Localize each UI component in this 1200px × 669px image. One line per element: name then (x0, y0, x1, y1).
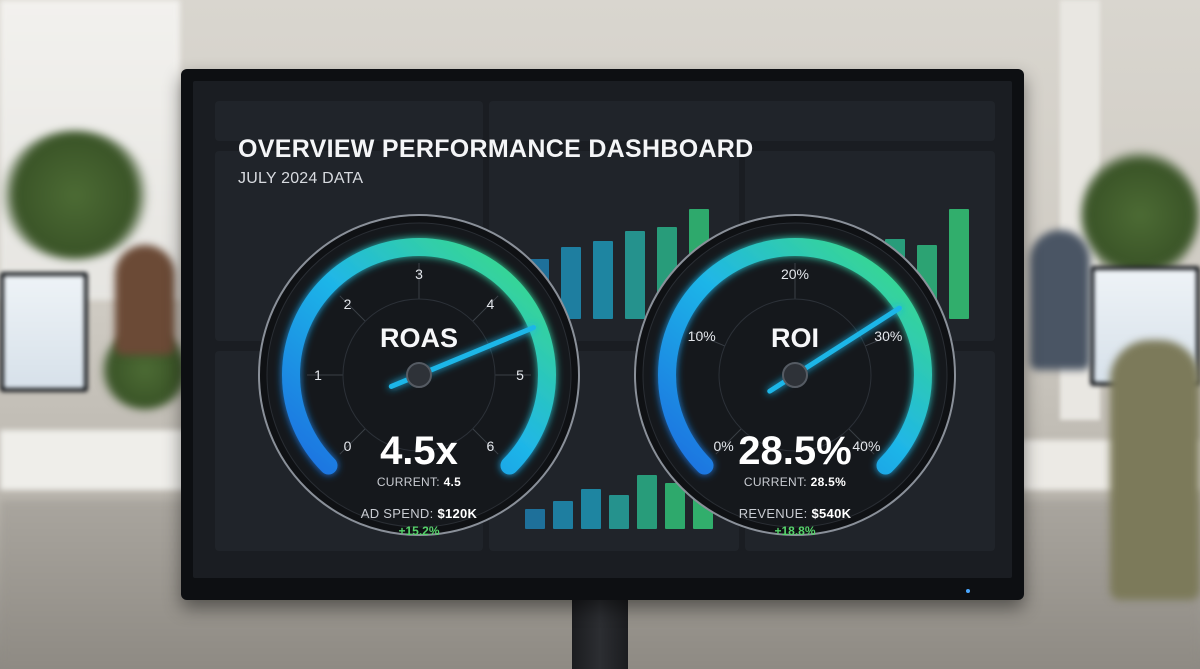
background-plant-right (1080, 150, 1200, 280)
faint-bar (637, 475, 657, 529)
roas-tick-line (472, 428, 499, 455)
roi-tick-line (691, 331, 725, 347)
roas-gauge-value: 4.5x (380, 429, 458, 473)
dashboard-title: OVERVIEW PERFORMANCE DASHBOARD (238, 135, 754, 163)
roi-revenue-label: REVENUE: (738, 506, 808, 521)
roi-tick-label: 0% (713, 438, 734, 455)
power-indicator (966, 589, 970, 593)
roi-tick-label: 40% (852, 438, 881, 455)
panel-overview-header-right (489, 101, 995, 141)
roas-gauge-dial (258, 214, 580, 536)
roas-current-value: 4.5 (443, 475, 462, 489)
roas-change: +15.2% (398, 524, 440, 538)
roi-gauge: ROI 28.5% CURRENT: 28.5% REVENUE: $540K … (633, 213, 957, 538)
background-person-foreground (1110, 340, 1200, 600)
roas-tick-label: 2 (343, 295, 352, 312)
roi-gauge-label: ROI (770, 323, 819, 353)
roi-tick-label: 30% (874, 328, 903, 345)
monitor: OVERVIEW PERFORMANCE DASHBOARD JULY 2024… (181, 69, 1024, 600)
roas-gauge: ROAS 4.5x CURRENT: 4.5 AD SPEND: $120K +… (257, 213, 581, 538)
roas-current-label: CURRENT: (376, 475, 440, 489)
roas-tick-line (339, 428, 366, 455)
roas-ad-spend-label: AD SPEND: (360, 506, 434, 521)
roi-revenue: REVENUE: $540K (633, 506, 957, 521)
roas-tick-line (339, 295, 366, 322)
roas-gauge-arc (282, 238, 556, 475)
faint-bar (561, 247, 581, 319)
background-person-left (115, 245, 175, 355)
roas-ad-spend-value: $120K (437, 506, 478, 521)
roi-current-label: CURRENT: (743, 475, 807, 489)
roi-change: +18.8% (774, 524, 816, 538)
faint-bar (593, 241, 613, 319)
roas-current: CURRENT: 4.5 (257, 475, 581, 489)
roas-gauge-label: ROAS (379, 323, 458, 353)
roas-needle-hub (406, 362, 432, 388)
roi-gauge-dial (634, 214, 956, 536)
roi-tick-line (715, 428, 742, 455)
background-monitor-left (0, 272, 88, 392)
faint-bar (525, 509, 545, 529)
roas-tick-label: 6 (486, 438, 495, 455)
faint-bar (949, 209, 969, 319)
roi-current-value: 28.5% (810, 475, 847, 489)
faint-bar (665, 483, 685, 529)
roas-tick-label: 5 (516, 367, 524, 383)
roi-tick-line (848, 428, 875, 455)
monitor-stand (572, 600, 628, 669)
roas-inner-ring (342, 298, 496, 452)
roas-tick-label: 1 (314, 367, 322, 383)
roi-gauge-arc (658, 238, 932, 475)
faint-bar (625, 231, 645, 319)
roi-needle-hub (782, 362, 808, 388)
faint-bar (553, 501, 573, 529)
roas-ad-spend: AD SPEND: $120K (257, 506, 581, 521)
faint-bar (609, 495, 629, 529)
roi-gauge-value: 28.5% (738, 429, 852, 473)
faint-bar (581, 489, 601, 529)
background-person-right (1030, 230, 1090, 370)
roi-current: CURRENT: 28.5% (633, 475, 957, 489)
panel-overview-header (215, 101, 483, 141)
roas-tick-label: 3 (415, 266, 423, 282)
roas-tick-label: 4 (486, 295, 495, 312)
dashboard-subtitle: JULY 2024 DATA (238, 170, 364, 187)
roi-tick-label: 20% (780, 266, 810, 282)
roi-revenue-value: $540K (811, 506, 852, 521)
background-desk-left (0, 430, 200, 490)
dashboard-screen: OVERVIEW PERFORMANCE DASHBOARD JULY 2024… (193, 81, 1012, 578)
roi-inner-ring (718, 298, 872, 452)
roas-tick-label: 0 (343, 438, 352, 455)
roi-tick-line (865, 331, 899, 347)
roi-tick-label: 10% (687, 328, 716, 345)
background-plant-left (0, 130, 150, 260)
roas-tick-line (472, 295, 499, 322)
